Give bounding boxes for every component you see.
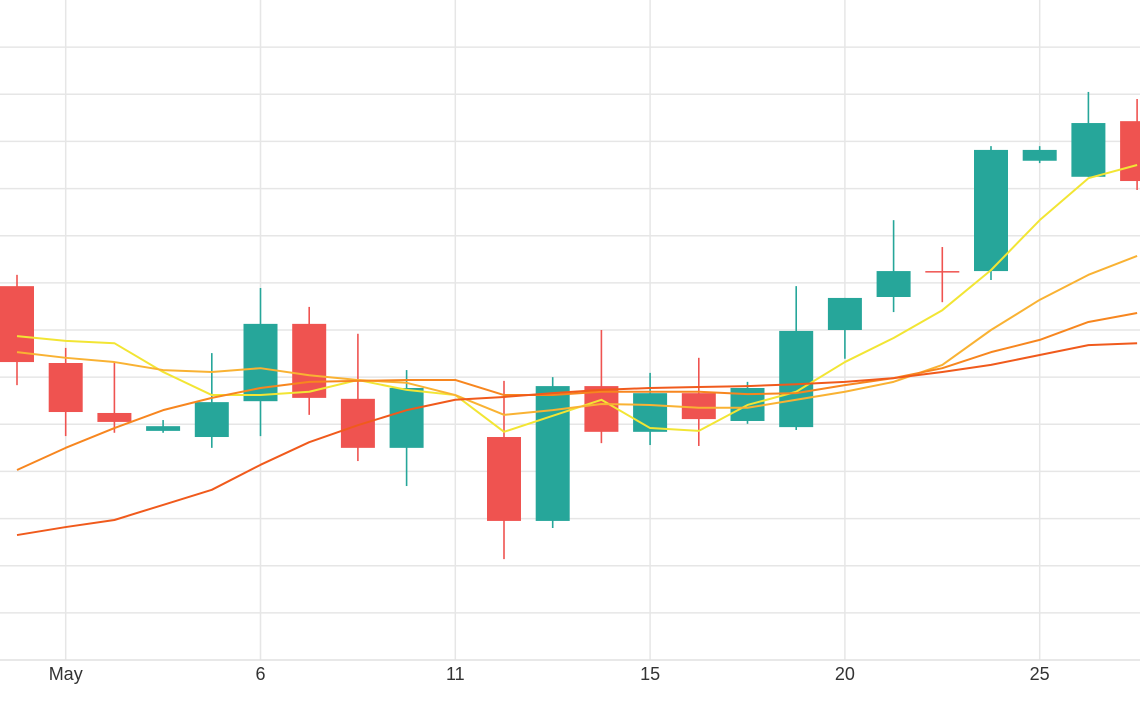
candle-body [389, 387, 424, 448]
candle [0, 274, 34, 386]
x-tick-label: 15 [640, 664, 660, 684]
candle [146, 420, 181, 433]
candle [584, 330, 619, 444]
candle-body [487, 437, 521, 521]
candle-body [1120, 121, 1140, 182]
x-tick-label: 20 [835, 664, 855, 684]
candle [389, 370, 424, 487]
candle [1120, 99, 1140, 190]
candle-body [827, 297, 862, 330]
candle [633, 372, 668, 446]
candle-body [1022, 149, 1057, 161]
moving-average-line [16, 342, 1138, 537]
candle-body [633, 393, 668, 432]
candle [876, 220, 911, 313]
candle [48, 347, 83, 437]
candle [1022, 146, 1057, 164]
candle [243, 288, 278, 437]
candle-body [340, 398, 375, 448]
candle-body [97, 412, 132, 422]
x-tick-label: 25 [1030, 664, 1050, 684]
candle-body [48, 363, 83, 413]
moving-average-line [16, 312, 1138, 471]
candle [681, 357, 716, 446]
moving-average-line [16, 255, 1138, 416]
candle [535, 377, 570, 528]
candle-body [876, 271, 911, 297]
candle-body [0, 286, 34, 363]
x-tick-label: 6 [255, 664, 265, 684]
x-tick-label: 11 [446, 664, 465, 684]
candle [1071, 91, 1106, 177]
candle-body [779, 330, 814, 428]
candle-body [925, 271, 960, 273]
candle [292, 306, 327, 415]
candle-body [1071, 123, 1106, 177]
candle [340, 333, 375, 462]
candle [487, 380, 521, 560]
candle-body [292, 323, 327, 398]
candle-body [584, 386, 619, 432]
candle-body [974, 149, 1008, 272]
candle-body [146, 426, 181, 431]
candle [730, 381, 765, 424]
candle-body [194, 402, 229, 438]
candle [194, 353, 229, 448]
candle [779, 286, 814, 430]
candle [974, 146, 1008, 281]
candle [827, 297, 862, 359]
x-tick-label: May [49, 664, 83, 684]
candle [97, 362, 132, 433]
candle [925, 247, 960, 303]
candle-body [535, 386, 570, 521]
